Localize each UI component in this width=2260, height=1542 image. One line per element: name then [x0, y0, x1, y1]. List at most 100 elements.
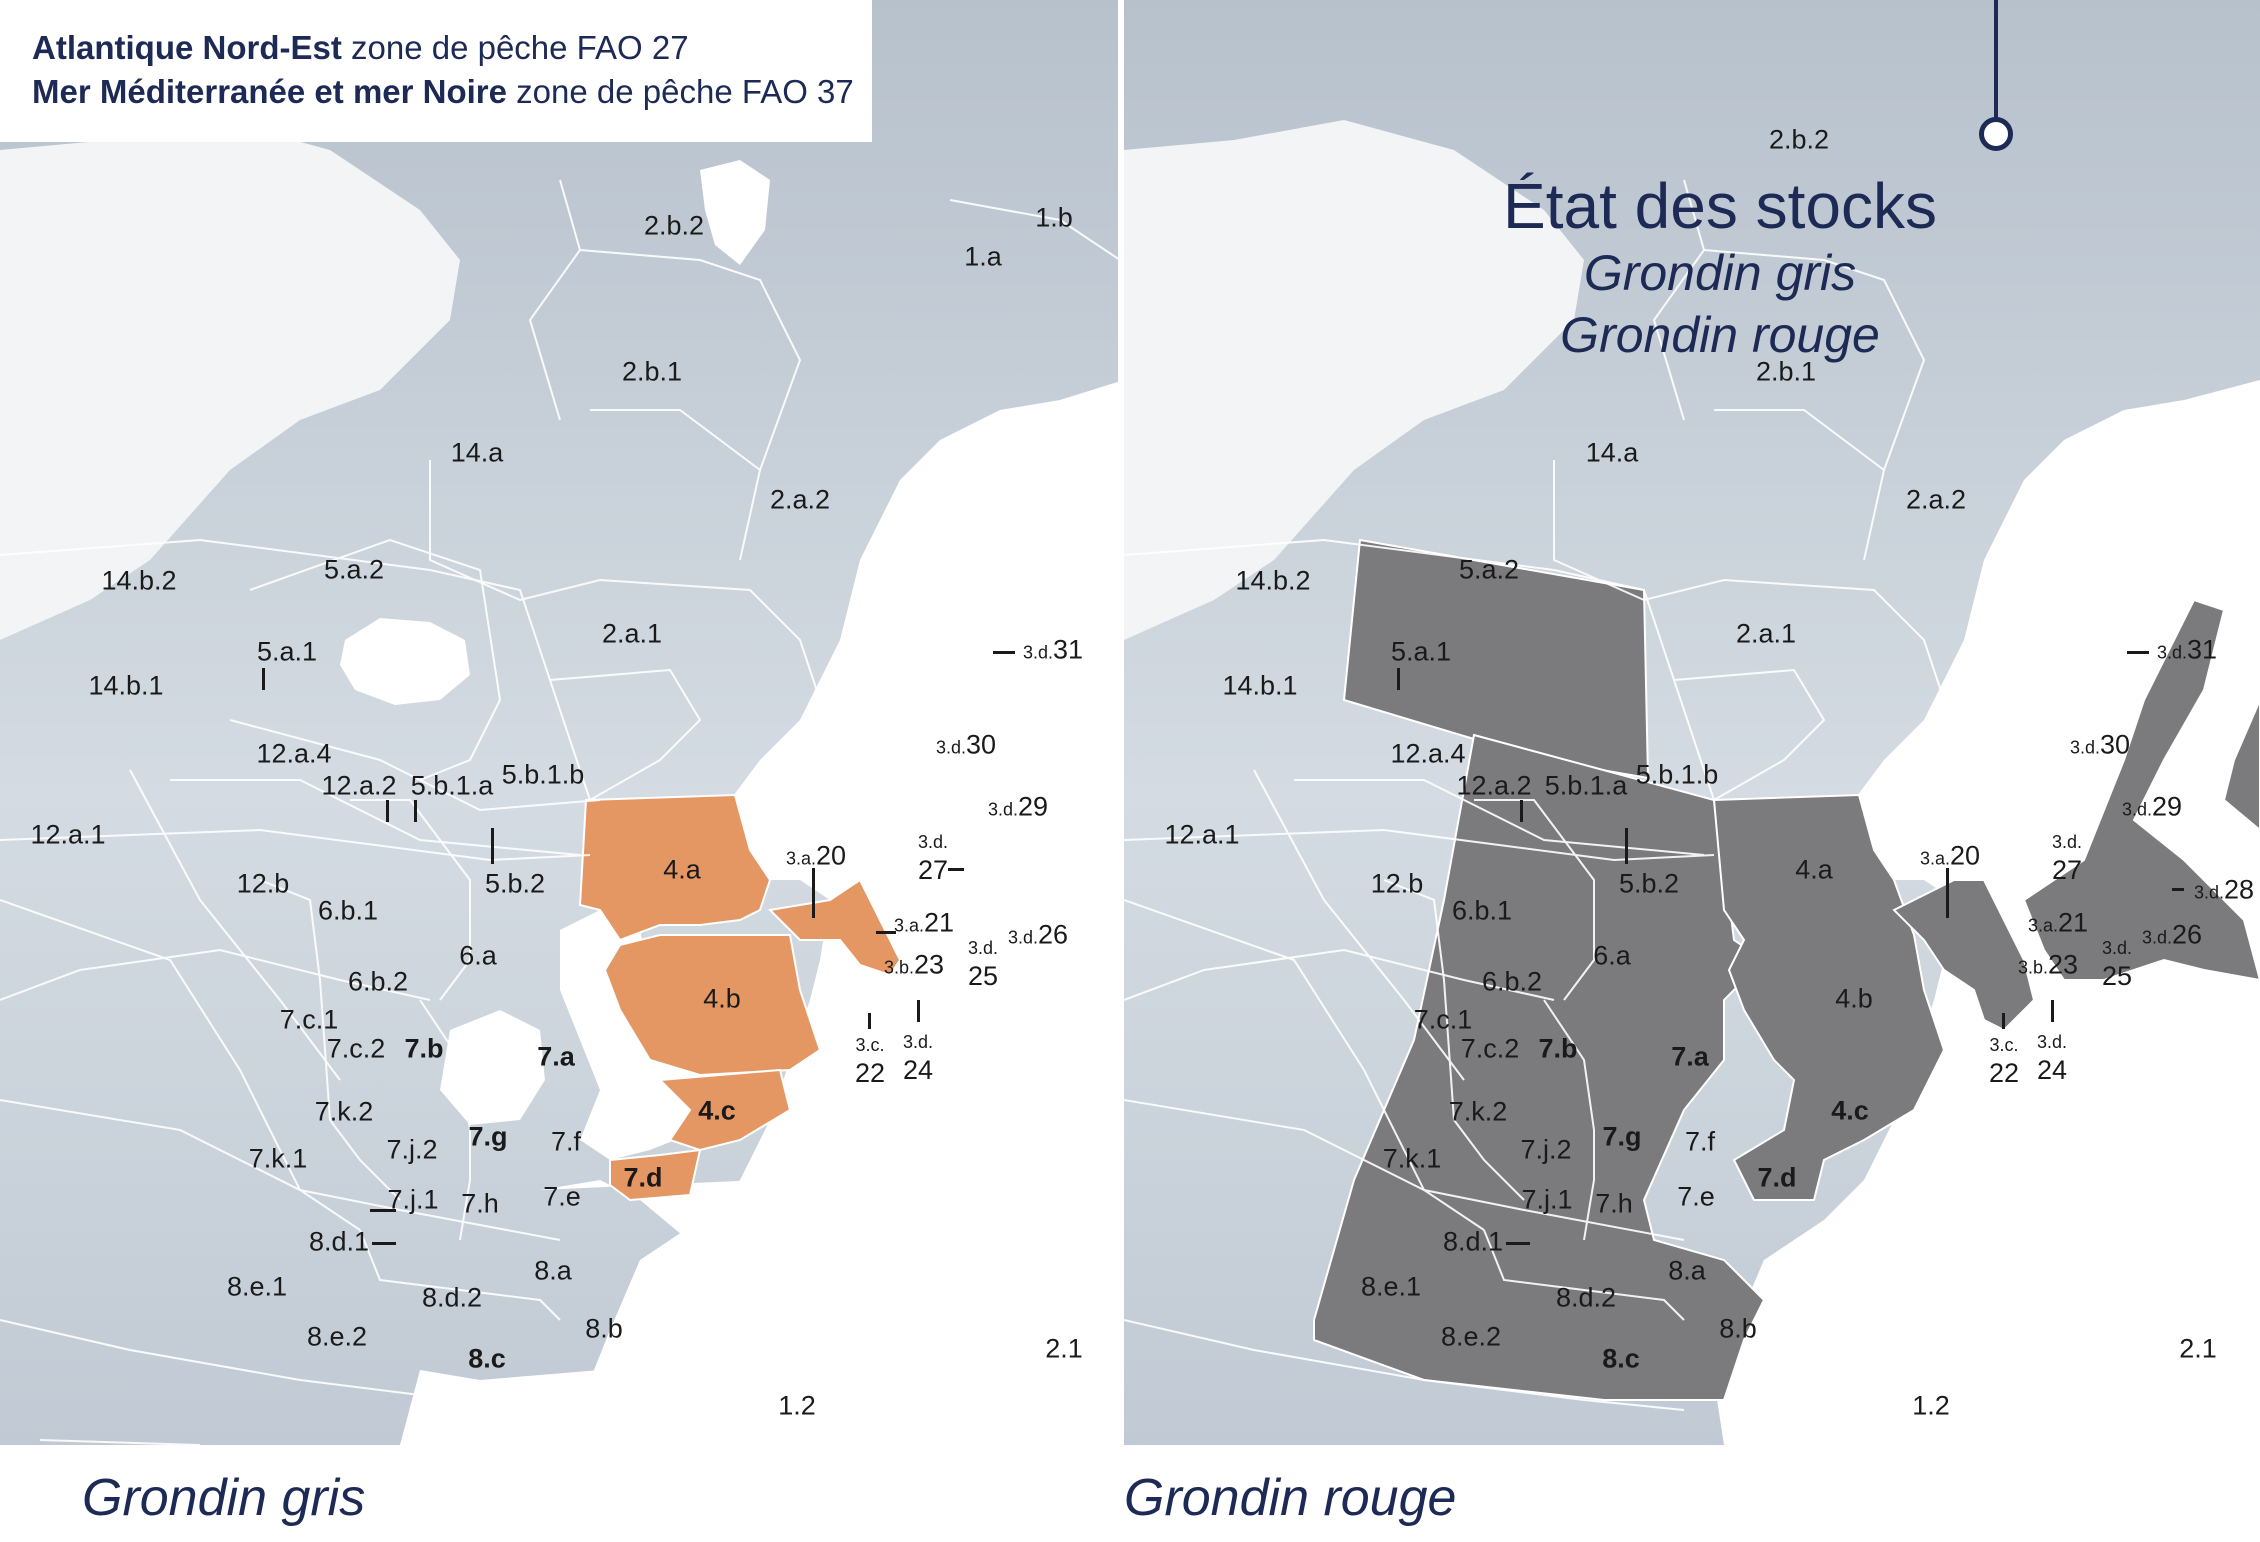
- label-2-1: 2.1: [2179, 1333, 2217, 1364]
- label-5b1a: 5.b.1.a: [1544, 770, 1628, 801]
- label-7k2: 7.k.2: [314, 1096, 374, 1127]
- label-7d: 7.d: [623, 1162, 663, 1193]
- label-7j2: 7.j.2: [1520, 1134, 1572, 1165]
- area-7d-fill: [609, 1148, 702, 1202]
- prefix-3b: 3.b.: [883, 957, 914, 978]
- label-8c: 8.c: [468, 1343, 506, 1374]
- prefix-3d: 3.d.: [902, 1032, 934, 1052]
- label-7c1: 7.c.1: [279, 1004, 339, 1035]
- label-4c: 4.c: [698, 1095, 736, 1126]
- label-2a2: 2.a.2: [769, 484, 831, 515]
- area-north-sea-fill: [1712, 793, 1946, 1201]
- label-6b2: 6.b.2: [1481, 966, 1543, 997]
- num-24: 24: [2036, 1055, 2068, 1085]
- title-pin-line: [1994, 0, 1998, 120]
- prefix-3a: 3.a.: [2027, 915, 2058, 936]
- area-baltic-east-fill: [2022, 598, 2260, 982]
- label-2b2: 2.b.2: [1768, 124, 1830, 155]
- label-8e2: 8.e.2: [1440, 1321, 1502, 1352]
- num-31: 31: [2186, 634, 2218, 665]
- tick-3d27: [948, 868, 964, 871]
- area-4a-fill: [578, 793, 772, 942]
- label-3d27: 3.d. 27: [918, 828, 948, 884]
- tick-3d24: [917, 1000, 920, 1022]
- map-grondin-rouge: 2.b.2 2.b.1 2.a.2 2.a.1 14.a 14.b.2 14.b…: [1124, 0, 2260, 1445]
- label-3a21: 3.a.21: [894, 908, 954, 939]
- map-grondin-gris: 1.a 1.b 2.b.2 2.b.1 2.a.2 2.a.1 14.a 14.…: [0, 0, 1124, 1445]
- tick-5a1: [1397, 668, 1400, 690]
- prefix-3d: 3.d.: [2141, 927, 2172, 948]
- label-3a20: 3.a.20: [1920, 841, 1980, 872]
- num-21: 21: [2057, 907, 2089, 938]
- area-baltic-fill: [1892, 879, 2036, 1032]
- label-3c22: 3.c. 22: [1989, 1031, 2019, 1087]
- label-3d31: 3.d.31: [2157, 635, 2217, 666]
- label-2a1: 2.a.1: [1735, 618, 1797, 649]
- land-iceland: [340, 618, 470, 705]
- map-left-svg: [0, 0, 1124, 1445]
- label-3d25: 3.d. 25: [2102, 934, 2132, 990]
- num-22: 22: [1988, 1058, 2020, 1088]
- map-right-svg: [1124, 0, 2260, 1445]
- num-20: 20: [815, 840, 847, 871]
- label-7c2: 7.c.2: [326, 1033, 386, 1064]
- highlight-gris: [578, 793, 902, 1202]
- label-8d2: 8.d.2: [1555, 1282, 1617, 1313]
- label-12b: 12.b: [1370, 868, 1424, 899]
- label-7a: 7.a: [537, 1041, 575, 1072]
- label-3d31: 3.d.31: [1023, 635, 1083, 666]
- label-3d24: 3.d. 24: [2037, 1028, 2067, 1084]
- label-7g: 7.g: [1602, 1121, 1642, 1152]
- label-8c: 8.c: [1602, 1343, 1640, 1374]
- label-8d1: 8.d.1: [308, 1226, 370, 1257]
- label-3d30: 3.d.30: [2070, 730, 2130, 761]
- label-4c: 4.c: [1831, 1095, 1869, 1126]
- label-8e1: 8.e.1: [226, 1271, 288, 1302]
- label-1-2: 1.2: [778, 1390, 816, 1421]
- label-2a1: 2.a.1: [601, 618, 663, 649]
- num-23: 23: [2047, 949, 2079, 980]
- tick-3d31: [2127, 651, 2149, 654]
- label-2b2: 2.b.2: [643, 210, 705, 241]
- label-3a20: 3.a.20: [786, 841, 846, 872]
- legend-box: Atlantique Nord-Est zone de pêche FAO 27…: [0, 0, 872, 142]
- num-26: 26: [2171, 919, 2203, 950]
- label-8b: 8.b: [585, 1313, 623, 1344]
- legend-fao27-zone: zone de pêche FAO 27: [341, 29, 689, 66]
- prefix-3d: 3.d.: [967, 938, 999, 958]
- tick-3a20: [1946, 868, 1949, 918]
- label-1a: 1.a: [964, 241, 1002, 272]
- title-species-1: Grondin gris: [1583, 245, 1857, 301]
- legend-line-fao27: Atlantique Nord-Est zone de pêche FAO 27: [32, 26, 872, 70]
- page-title: État des stocks: [1503, 170, 1937, 242]
- label-14b1: 14.b.1: [88, 670, 164, 701]
- area-4c-fill: [657, 1068, 792, 1152]
- prefix-3b: 3.b.: [2017, 957, 2048, 978]
- label-4b: 4.b: [703, 983, 741, 1014]
- tick-3a21: [876, 931, 896, 934]
- legend-fao37-region: Mer Méditerranée et mer Noire: [32, 73, 508, 110]
- label-12a1: 12.a.1: [1164, 819, 1240, 850]
- label-8a: 8.a: [1668, 1255, 1706, 1286]
- prefix-3c: 3.c.: [855, 1035, 885, 1055]
- label-2b1: 2.b.1: [1755, 356, 1817, 387]
- num-25: 25: [2101, 961, 2133, 991]
- tick-3d31: [993, 651, 1015, 654]
- prefix-3d: 3.d.: [2036, 1032, 2068, 1052]
- label-14b2: 14.b.2: [1235, 565, 1311, 596]
- prefix-3a: 3.a.: [785, 848, 816, 869]
- prefix-3d: 3.d.: [2069, 737, 2100, 758]
- land-greenland: [0, 120, 460, 640]
- tick-3d28: [2172, 888, 2184, 891]
- land-ireland: [440, 1010, 545, 1125]
- label-8e2: 8.e.2: [306, 1321, 368, 1352]
- legend-fao27-region: Atlantique Nord-Est: [32, 29, 342, 66]
- caption-left: Grondin gris: [82, 1469, 366, 1527]
- label-7k1: 7.k.1: [1382, 1143, 1442, 1174]
- label-7j2: 7.j.2: [386, 1134, 438, 1165]
- num-24: 24: [902, 1055, 934, 1085]
- ices-boundaries: [1124, 179, 1945, 1411]
- label-7a: 7.a: [1671, 1041, 1709, 1072]
- num-28: 28: [2223, 874, 2255, 905]
- tick-5a1: [262, 668, 265, 690]
